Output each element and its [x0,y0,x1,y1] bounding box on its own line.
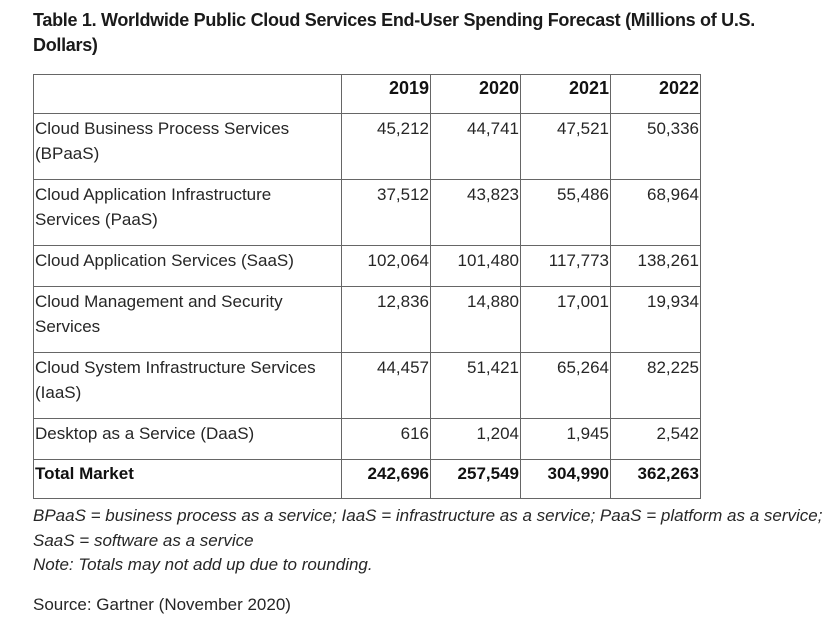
cell-value: 2,542 [610,418,701,460]
row-label-management-security: Cloud Management and Security Services [33,286,342,353]
cell-value: 43,823 [430,179,521,246]
cell-value: 117,773 [520,245,611,287]
spending-forecast-table: 2019 2020 2021 2022 Cloud Business Proce… [33,74,701,499]
cell-value: 37,512 [341,179,431,246]
row-label-saas: Cloud Application Services (SaaS) [33,245,342,287]
cell-value: 44,457 [341,352,431,419]
cell-value: 102,064 [341,245,431,287]
header-corner-cell [33,74,342,114]
row-label-bpaas: Cloud Business Process Services (BPaaS) [33,113,342,180]
row-label-total-market: Total Market [33,459,342,499]
header-year-2020: 2020 [430,74,521,114]
table-row: Cloud Application Infrastructure Service… [33,179,701,246]
table-row: Cloud Business Process Services (BPaaS) … [33,113,701,180]
row-label-iaas: Cloud System Infrastructure Services (Ia… [33,352,342,419]
total-row: Total Market 242,696 257,549 304,990 362… [33,459,701,499]
abbreviations-footnote: BPaaS = business process as a service; I… [33,506,823,550]
source-credit: Source: Gartner (November 2020) [33,595,291,614]
cell-value: 68,964 [610,179,701,246]
cell-value: 55,486 [520,179,611,246]
table-row: Cloud Management and Security Services 1… [33,286,701,353]
cell-value: 19,934 [610,286,701,353]
cell-value: 14,880 [430,286,521,353]
total-value: 362,263 [610,459,701,499]
row-label-paas: Cloud Application Infrastructure Service… [33,179,342,246]
header-row: 2019 2020 2021 2022 [33,74,701,114]
cell-value: 82,225 [610,352,701,419]
header-year-2019: 2019 [341,74,431,114]
cell-value: 1,204 [430,418,521,460]
rounding-note: Note: Totals may not add up due to round… [33,555,373,574]
cell-value: 12,836 [341,286,431,353]
header-year-2022: 2022 [610,74,701,114]
cell-value: 44,741 [430,113,521,180]
total-value: 242,696 [341,459,431,499]
header-year-2021: 2021 [520,74,611,114]
cell-value: 616 [341,418,431,460]
total-value: 304,990 [520,459,611,499]
cell-value: 138,261 [610,245,701,287]
cell-value: 101,480 [430,245,521,287]
table-row: Cloud Application Services (SaaS) 102,06… [33,245,701,287]
cell-value: 51,421 [430,352,521,419]
row-label-daas: Desktop as a Service (DaaS) [33,418,342,460]
cell-value: 65,264 [520,352,611,419]
total-value: 257,549 [430,459,521,499]
cell-value: 17,001 [520,286,611,353]
cell-value: 47,521 [520,113,611,180]
table-row: Desktop as a Service (DaaS) 616 1,204 1,… [33,418,701,460]
cell-value: 1,945 [520,418,611,460]
table-row: Cloud System Infrastructure Services (Ia… [33,352,701,419]
cell-value: 45,212 [341,113,431,180]
table-title: Table 1. Worldwide Public Cloud Services… [33,10,755,55]
cell-value: 50,336 [610,113,701,180]
